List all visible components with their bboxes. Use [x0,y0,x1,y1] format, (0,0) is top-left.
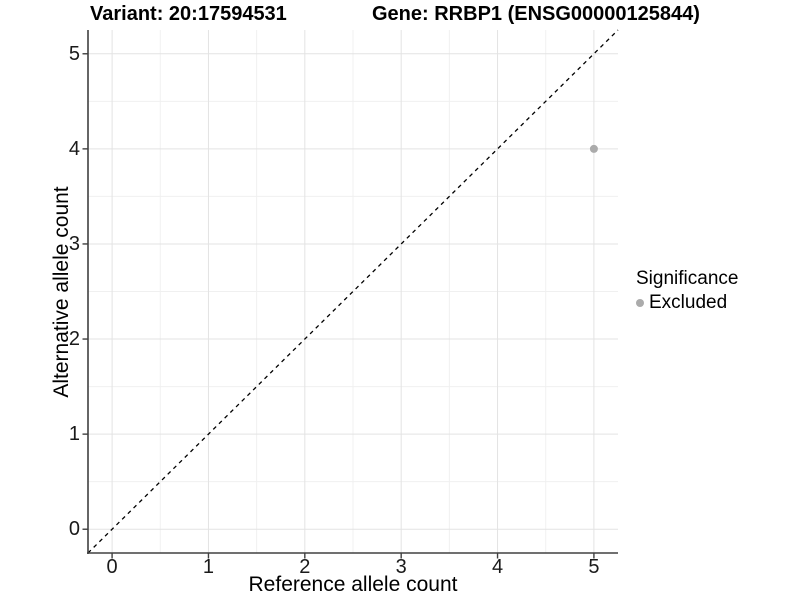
x-tick-label: 5 [588,556,600,578]
legend: Significance Excluded [636,268,738,313]
y-tick-label: 2 [68,328,80,351]
legend-entry-excluded: Excluded [636,293,738,313]
legend-entry-label: Excluded [649,292,728,313]
y-tick-label: 3 [68,232,80,255]
y-axis-title: Alternative allele count [50,186,73,398]
y-tick-label: 4 [68,137,80,160]
x-tick-label: 0 [106,556,118,578]
y-tick-label: 1 [68,423,80,446]
excluded-point-swatch-icon [636,299,644,307]
legend-title: Significance [636,268,739,289]
plot-title-variant: Variant: 20:17594531 [90,3,287,25]
plot-title-gene: Gene: RRBP1 (ENSG00000125844) [372,3,700,25]
x-axis-title: Reference allele count [248,573,458,596]
y-tick-label: 0 [68,518,80,541]
x-tick-label: 2 [299,556,311,578]
y-tick-label: 5 [68,42,80,65]
data-point [589,144,598,153]
x-tick-label: 1 [202,556,215,578]
x-tick-label: 3 [395,556,407,578]
x-tick-label: 4 [491,556,504,578]
